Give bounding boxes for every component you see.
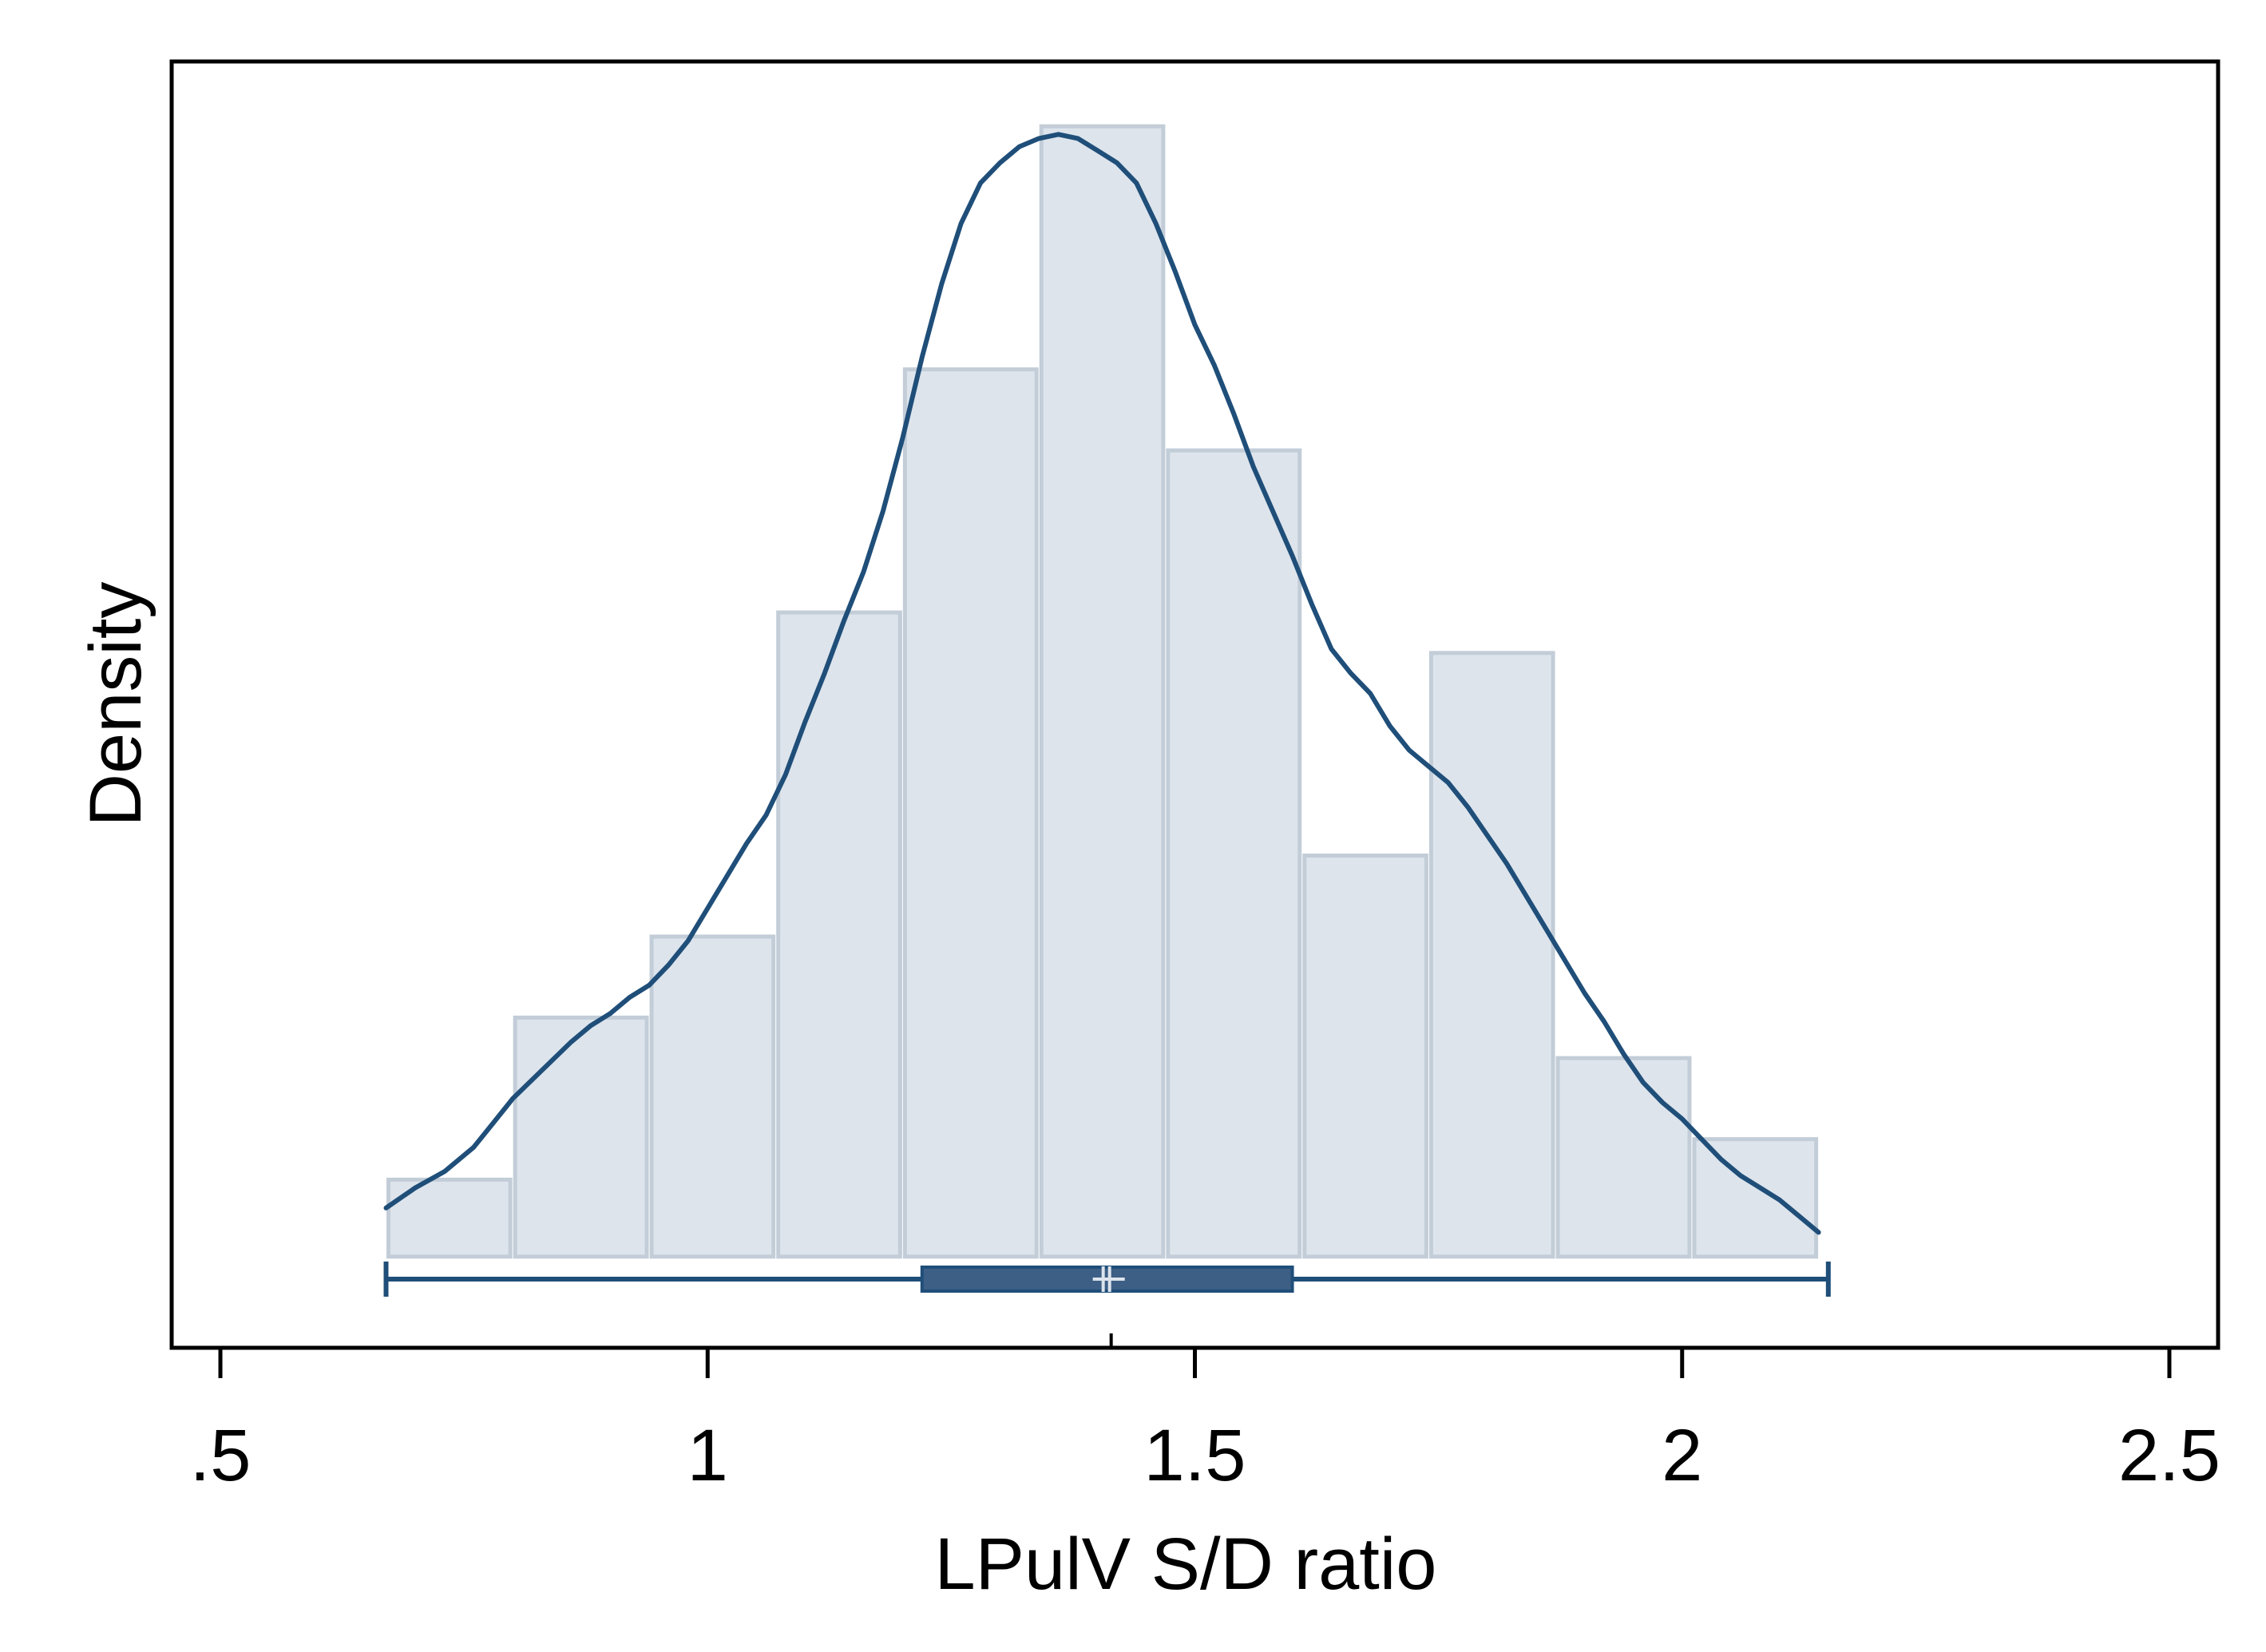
histogram-bar [513, 1015, 649, 1259]
histogram-bar [1302, 854, 1428, 1259]
histogram-bar [1039, 124, 1166, 1259]
histogram-bar [1428, 651, 1555, 1259]
histogram-bar [1555, 1056, 1692, 1259]
x-axis-label: LPulV S/D ratio [935, 1523, 1437, 1605]
x-tick-label: .5 [190, 1415, 252, 1496]
histogram-bar [1166, 448, 1302, 1259]
boxplot-layer [383, 1262, 1831, 1297]
x-tick-label: 1.5 [1144, 1415, 1246, 1496]
density-curve-layer [383, 132, 1821, 1235]
histogram-bar [1692, 1137, 1819, 1259]
histogram-bar [776, 610, 902, 1259]
x-axis: .5 1 1.5 2 2.5 [190, 1333, 2220, 1496]
histogram-bar [902, 367, 1039, 1259]
histogram-bars [386, 124, 1819, 1259]
histogram-bar [649, 934, 776, 1259]
density-curve [383, 132, 1821, 1235]
x-tick-label: 2 [1662, 1415, 1702, 1496]
x-tick-label: 1 [687, 1415, 728, 1496]
x-tick-label: 2.5 [2118, 1415, 2220, 1496]
y-axis-label: Density [75, 582, 156, 827]
